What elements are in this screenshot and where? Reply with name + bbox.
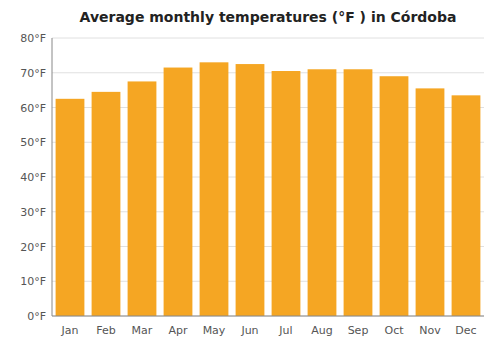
x-tick-label: Apr xyxy=(168,324,188,337)
y-tick-label: 50°F xyxy=(20,136,46,149)
x-tick-label: Aug xyxy=(311,324,332,337)
bar xyxy=(452,95,481,316)
bar xyxy=(200,62,229,316)
x-tick-label: Feb xyxy=(96,324,115,337)
x-tick-label: Dec xyxy=(455,324,476,337)
x-tick-label: May xyxy=(203,324,226,337)
y-tick-label: 80°F xyxy=(20,32,46,45)
bar xyxy=(128,81,157,316)
page: {"chart_data": {"type": "bar", "title": … xyxy=(0,0,500,350)
y-tick-label: 10°F xyxy=(20,275,46,288)
bar xyxy=(236,64,265,316)
x-tick-label: Oct xyxy=(384,324,404,337)
x-tick-label: Jul xyxy=(278,324,292,337)
bar xyxy=(92,92,121,316)
x-axis: Jan Feb Mar Apr May Jun Jul Aug Sep Oct Nov Dec xyxy=(61,324,477,337)
chart-container: Average monthly temperatures (°F ) in Có… xyxy=(0,0,500,350)
y-tick-label: 20°F xyxy=(20,241,46,254)
y-tick-label: 30°F xyxy=(20,206,46,219)
bar xyxy=(164,68,193,316)
x-tick-label: Mar xyxy=(132,324,153,337)
grid-line xyxy=(52,316,484,317)
y-tick-label: 40°F xyxy=(20,171,46,184)
y-axis-line xyxy=(52,38,53,316)
bar xyxy=(380,76,409,316)
x-tick-label: Nov xyxy=(419,324,441,337)
bar xyxy=(56,99,85,316)
bars xyxy=(56,62,481,316)
x-tick-label: Jan xyxy=(61,324,79,337)
bar xyxy=(344,69,373,316)
title: Average monthly temperatures (°F ) in Có… xyxy=(80,9,457,25)
y-tick-label: 70°F xyxy=(20,67,46,80)
y-tick-label: 0°F xyxy=(27,310,46,323)
grid-line xyxy=(52,72,484,73)
y-axis: 0°F 10°F 20°F 30°F 40°F 50°F 60°F 70°F 80°F xyxy=(20,32,484,323)
y-tick-label: 60°F xyxy=(20,102,46,115)
x-tick-label: Sep xyxy=(348,324,369,337)
x-axis-line xyxy=(52,316,484,317)
grid-line xyxy=(52,38,484,39)
bar xyxy=(308,69,337,316)
bar xyxy=(272,71,301,316)
bar xyxy=(416,88,445,316)
chart-svg: Average monthly temperatures (°F ) in Có… xyxy=(0,0,500,350)
x-tick-label: Jun xyxy=(240,324,258,337)
